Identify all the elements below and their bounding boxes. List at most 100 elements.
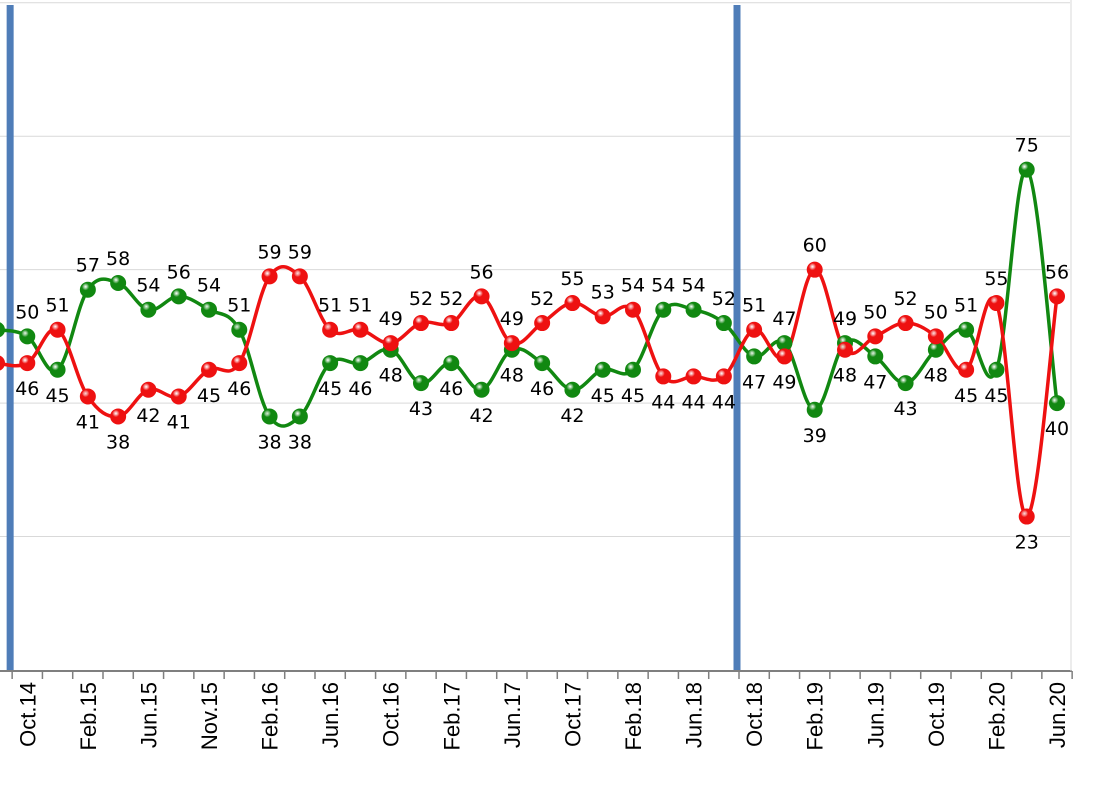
data-point [19, 355, 36, 372]
data-label: 52 [893, 288, 917, 310]
data-point [443, 315, 460, 332]
data-point [110, 275, 127, 292]
data-point [79, 388, 96, 405]
data-point [140, 301, 157, 318]
x-tick-label: Oct.14 [15, 682, 40, 747]
data-label: 40 [1045, 418, 1069, 440]
x-tick-label: Feb.19 [803, 682, 828, 751]
data-point [473, 381, 490, 398]
data-point [231, 321, 248, 338]
data-label: 55 [560, 268, 584, 290]
series-lines [0, 167, 1059, 519]
x-tick-label: Jun.17 [500, 682, 525, 748]
data-label: 42 [469, 405, 493, 427]
data-label: 49 [500, 308, 524, 330]
data-label: 44 [681, 391, 705, 413]
x-tick-label: Oct.19 [924, 682, 949, 747]
data-label: 54 [621, 275, 645, 297]
gridlines [0, 2, 1070, 538]
data-label: 54 [197, 275, 221, 297]
x-tick-label: Jun.19 [863, 682, 888, 748]
data-label: 48 [500, 365, 524, 387]
data-point [443, 355, 460, 372]
data-point [897, 375, 914, 392]
data-label: 39 [803, 425, 827, 447]
data-label: 52 [530, 288, 554, 310]
data-point [201, 301, 217, 318]
data-point [806, 401, 823, 418]
data-point [291, 268, 308, 285]
x-tick-label: Feb.18 [621, 682, 646, 751]
data-label: 54 [136, 275, 160, 297]
data-label: 56 [167, 261, 191, 283]
data-label: 49 [379, 308, 403, 330]
data-label: 48 [924, 365, 948, 387]
data-label: 46 [348, 378, 372, 400]
data-label: 45 [621, 385, 645, 407]
data-label: 45 [318, 378, 342, 400]
data-point [19, 328, 36, 345]
data-point [988, 361, 1005, 378]
data-point [49, 361, 66, 378]
x-tick-label: Feb.16 [258, 682, 283, 751]
data-point [1018, 508, 1035, 525]
data-point [261, 408, 278, 425]
data-point [625, 301, 641, 318]
data-label: 45 [591, 385, 615, 407]
data-label: 53 [591, 281, 615, 303]
x-tick-label: Oct.16 [379, 682, 404, 747]
data-label: 52 [409, 288, 433, 310]
data-label: 47 [863, 371, 887, 393]
data-label: 51 [45, 295, 69, 317]
x-tick-label: Feb.20 [984, 682, 1009, 751]
data-label: 45 [984, 385, 1008, 407]
data-point [746, 348, 763, 365]
data-label: 50 [863, 301, 887, 323]
data-labels: 50 45 57 58 54 56 54 51 38 38 45 46 48 43 46 42 48 46 42 45… [15, 135, 1069, 554]
data-point [1049, 288, 1065, 305]
data-label: 48 [833, 365, 857, 387]
data-label: 51 [227, 295, 251, 317]
x-tick-label: Feb.17 [439, 682, 464, 751]
data-point [49, 321, 66, 338]
data-point [564, 381, 581, 398]
data-point [201, 361, 217, 378]
x-tick-label: Oct.17 [560, 682, 585, 747]
data-point [352, 321, 369, 338]
data-point [564, 295, 581, 312]
data-label: 52 [439, 288, 463, 310]
x-tick-label: Jun.18 [682, 682, 707, 748]
data-label: 38 [257, 431, 281, 453]
x-tick-labels: Oct.14 Feb.15 Jun.15 Nov.15 Feb.16 Jun.16 Oct.… [15, 682, 1070, 751]
data-point [473, 288, 490, 305]
x-axis [0, 0, 1073, 679]
data-label: 54 [681, 275, 705, 297]
data-label: 59 [257, 241, 281, 263]
data-point [79, 281, 96, 298]
x-tick-label: Jun.16 [318, 682, 343, 748]
data-point [715, 315, 732, 332]
data-point [534, 355, 551, 372]
data-label: 51 [318, 295, 342, 317]
data-point [776, 335, 793, 352]
data-label: 43 [893, 398, 917, 420]
data-point [110, 408, 127, 425]
data-point [806, 261, 823, 278]
data-label: 51 [742, 295, 766, 317]
data-point [261, 268, 278, 285]
data-point [503, 335, 520, 352]
data-label: 55 [984, 268, 1008, 290]
data-label: 49 [833, 308, 857, 330]
data-label: 45 [197, 385, 221, 407]
data-label: 46 [530, 378, 554, 400]
data-point [927, 328, 944, 345]
data-point [927, 341, 944, 358]
data-point [0, 355, 5, 371]
data-label: 75 [1015, 135, 1039, 157]
data-point [988, 295, 1005, 312]
data-label: 44 [651, 391, 675, 413]
data-point [170, 288, 187, 305]
data-point [534, 315, 551, 332]
data-point [655, 301, 672, 318]
